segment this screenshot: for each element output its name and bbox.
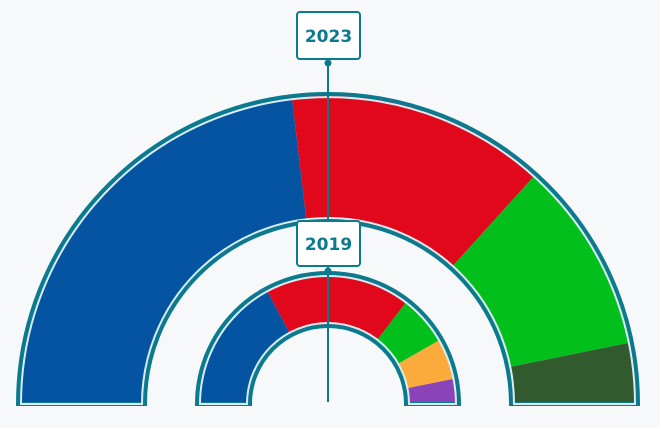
pointer-dot-2019: [324, 267, 332, 275]
seat-2019-inner-outline: [198, 275, 458, 405]
seat-2019-segment-1: [197, 288, 292, 404]
year-label-2023: 2023: [296, 11, 361, 60]
seat-2023-inner-outline: [19, 96, 637, 405]
year-label-2019-text: 2019: [305, 235, 352, 255]
seat-2023-outline: [15, 92, 641, 406]
ring-2023: [15, 92, 641, 406]
seat-2019-segment-4: [395, 338, 457, 389]
year-label-2023-text: 2023: [305, 27, 352, 47]
ring-2019: [194, 271, 462, 406]
seat-2019-segment-2: [265, 273, 408, 343]
seat-2019-outline: [194, 271, 462, 406]
seat-2023-segment-1: [18, 96, 307, 404]
seat-2019-segment-5: [404, 378, 459, 404]
seat-2023-segment-2: [291, 93, 536, 269]
seat-2023-segment-3: [450, 174, 632, 368]
year-label-2019: 2019: [296, 220, 361, 267]
pointer-dot-2023: [324, 59, 332, 67]
seat-2023-segment-4: [507, 342, 638, 404]
